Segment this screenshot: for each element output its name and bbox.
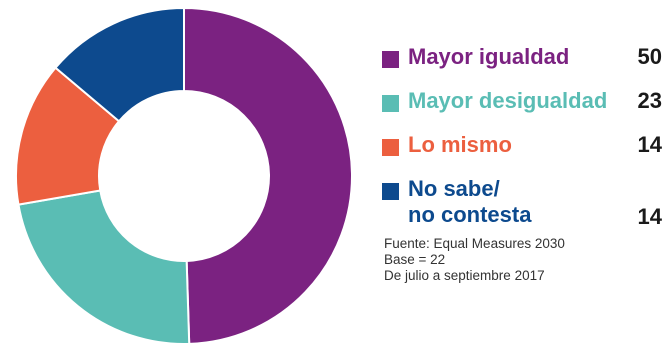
legend-item-mayor-igualdad: Mayor igualdad 50: [382, 44, 662, 74]
legend-swatch-mayor-igualdad: [382, 51, 399, 68]
source-line-period: De julio a septiembre 2017: [384, 268, 545, 283]
legend-value-mayor-igualdad: 50: [637, 44, 662, 69]
legend: Mayor igualdad 50 Mayor desigualdad 23 L…: [382, 44, 662, 229]
legend-swatch-lo-mismo: [382, 139, 399, 156]
legend-item-lo-mismo: Lo mismo 14: [382, 132, 662, 162]
slice-no-sabe: [54, 6, 185, 123]
source-note: Fuente: Equal Measures 2030 Base = 22 De…: [384, 236, 565, 284]
legend-label-no-sabe: No sabe/ no contesta: [408, 176, 531, 228]
legend-swatch-no-sabe: [382, 183, 399, 200]
legend-item-no-sabe: No sabe/ no contesta 14: [382, 176, 662, 232]
legend-label-lo-mismo: Lo mismo: [408, 132, 512, 157]
legend-value-no-sabe: 14: [637, 204, 662, 229]
legend-swatch-mayor-desigualdad: [382, 95, 399, 112]
slice-mayor-igualdad: [183, 6, 353, 344]
source-line-base: Base = 22: [384, 252, 446, 267]
legend-value-lo-mismo: 14: [637, 132, 662, 157]
source-line-fuente: Fuente: Equal Measures 2030: [384, 236, 565, 251]
slice-mayor-desigualdad: [17, 189, 191, 344]
donut-chart: [15, 6, 353, 344]
legend-label-mayor-igualdad: Mayor igualdad: [408, 44, 570, 69]
legend-value-mayor-desigualdad: 23: [637, 88, 662, 113]
legend-label-mayor-desigualdad: Mayor desigualdad: [408, 88, 608, 113]
legend-item-mayor-desigualdad: Mayor desigualdad 23: [382, 88, 662, 118]
legend-label-no-sabe-line2: no contesta: [408, 202, 532, 227]
legend-label-no-sabe-line1: No sabe/: [408, 176, 500, 201]
